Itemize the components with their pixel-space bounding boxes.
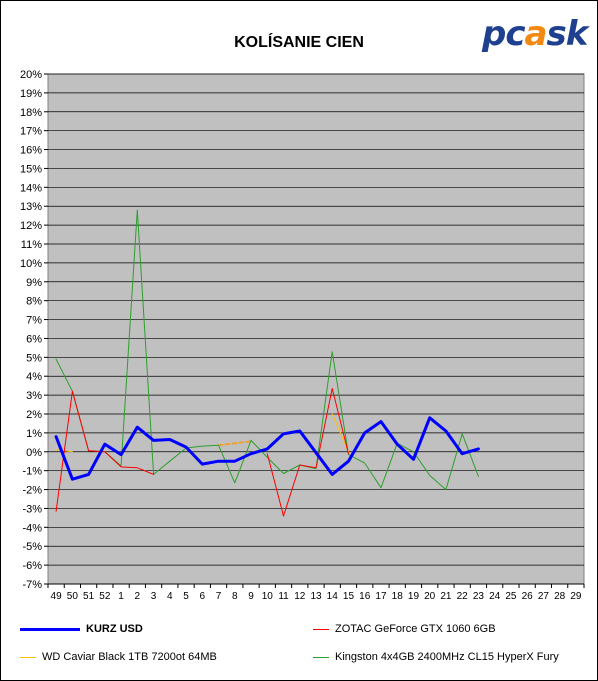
y-tick-label: 9% xyxy=(26,277,42,289)
x-tick-label: 2 xyxy=(135,591,141,602)
x-tick-label: 13 xyxy=(310,591,322,602)
x-tick-label: 26 xyxy=(522,591,534,602)
y-axis-ticks: -7% -6% -5% -4% -3% -2% -1% 0% 1% 2% 3% 4% 5% 6% 7% 8% 9… xyxy=(20,69,48,591)
legend-label: KURZ USD xyxy=(86,623,143,635)
x-tick-label: 15 xyxy=(343,591,355,602)
plot-area xyxy=(47,73,585,585)
legend-label: ZOTAC GeForce GTX 1060 6GB xyxy=(335,623,496,635)
x-axis-ticks: 49 50 51 52 1 2 3 4 5 6 7 8 9 10 11 12 13 14 15 16 17 18 19 20 2… xyxy=(47,583,585,602)
x-tick-label: 11 xyxy=(278,591,289,602)
x-tick-label: 16 xyxy=(359,591,371,602)
legend-swatch xyxy=(20,627,80,631)
chart-title: KOLÍSANIE CIEN xyxy=(234,34,364,51)
x-tick-label: 25 xyxy=(505,591,517,602)
y-tick-label: 5% xyxy=(26,352,42,364)
series-line-wd-caviar-black-1tb-7200ot-64mb xyxy=(331,413,349,453)
y-tick-label: 6% xyxy=(26,333,42,345)
x-tick-label: 9 xyxy=(248,591,254,602)
x-tick-label: 21 xyxy=(440,591,452,602)
series-line-zotac-geforce-gtx-1060-6gb xyxy=(266,388,349,517)
x-tick-label: 52 xyxy=(99,591,111,602)
legend-item: WD Caviar Black 1TB 7200ot 64MB xyxy=(20,651,217,663)
x-tick-label: 5 xyxy=(183,591,189,602)
x-tick-label: 20 xyxy=(424,591,436,602)
x-tick-label: 19 xyxy=(408,591,420,602)
y-tick-label: -2% xyxy=(22,485,42,497)
y-tick-label: 13% xyxy=(20,201,42,213)
y-tick-label: 2% xyxy=(26,409,42,421)
x-tick-label: 50 xyxy=(67,591,79,602)
y-tick-label: 17% xyxy=(20,126,42,138)
x-tick-label: 12 xyxy=(294,591,306,602)
y-tick-label: 20% xyxy=(20,69,42,81)
x-tick-label: 51 xyxy=(83,591,95,602)
y-tick-label: 10% xyxy=(20,258,42,270)
legend-label: Kingston 4x4GB 2400MHz CL15 HyperX Fury xyxy=(335,651,559,663)
y-tick-label: -6% xyxy=(22,560,42,572)
y-tick-label: 15% xyxy=(20,163,42,175)
legend-item: KURZ USD xyxy=(20,623,143,635)
series-lines xyxy=(54,209,480,517)
legend-swatch xyxy=(20,656,36,658)
y-tick-label: 1% xyxy=(26,428,42,440)
y-tick-label: -7% xyxy=(22,579,42,591)
y-tick-label: 8% xyxy=(26,296,42,308)
series-line-unlabeled xyxy=(217,440,252,447)
series-line-kingston-4x4gb-2400mhz-cl15-hyperx-fury xyxy=(55,209,479,491)
x-tick-label: 23 xyxy=(473,591,485,602)
x-tick-label: 7 xyxy=(216,591,222,602)
y-tick-label: 14% xyxy=(20,182,42,194)
x-tick-label: 49 xyxy=(51,591,63,602)
y-tick-label: 0% xyxy=(26,447,42,459)
x-tick-label: 22 xyxy=(457,591,469,602)
series-line-zotac-geforce-gtx-1060-6gb xyxy=(55,390,155,512)
x-tick-label: 10 xyxy=(262,591,274,602)
y-tick-label: 19% xyxy=(20,88,42,100)
legend-item: Kingston 4x4GB 2400MHz CL15 HyperX Fury xyxy=(313,651,559,663)
x-tick-label: 27 xyxy=(538,591,550,602)
y-tick-label: 4% xyxy=(26,371,42,383)
x-tick-label: 29 xyxy=(570,591,582,602)
x-tick-label: 3 xyxy=(151,591,157,602)
y-tick-label: -5% xyxy=(22,541,42,553)
legend-label: WD Caviar Black 1TB 7200ot 64MB xyxy=(42,651,217,663)
y-tick-label: 11% xyxy=(21,239,42,251)
x-tick-label: 8 xyxy=(232,591,238,602)
legend-swatch xyxy=(313,656,329,658)
x-tick-label: 24 xyxy=(489,591,501,602)
x-tick-label: 18 xyxy=(392,591,404,602)
series-line-kurz-usd xyxy=(54,416,480,481)
legend-swatch xyxy=(313,628,329,630)
y-tick-label: -1% xyxy=(22,466,42,478)
y-tick-label: -4% xyxy=(22,522,42,534)
x-tick-label: 1 xyxy=(118,591,124,602)
y-tick-label: 18% xyxy=(20,107,42,119)
pcask-logo: pcask xyxy=(482,14,588,54)
y-tick-label: 3% xyxy=(26,390,42,402)
y-tick-label: 7% xyxy=(26,315,42,327)
x-tick-label: 14 xyxy=(327,591,339,602)
x-tick-label: 6 xyxy=(200,591,206,602)
y-tick-label: 16% xyxy=(20,145,42,157)
y-tick-label: 12% xyxy=(20,220,42,232)
x-tick-label: 4 xyxy=(167,591,173,602)
x-tick-label: 17 xyxy=(375,591,387,602)
gridlines xyxy=(48,73,584,585)
legend-item: ZOTAC GeForce GTX 1060 6GB xyxy=(313,623,496,635)
y-tick-label: -3% xyxy=(22,503,42,515)
x-tick-label: 28 xyxy=(554,591,566,602)
